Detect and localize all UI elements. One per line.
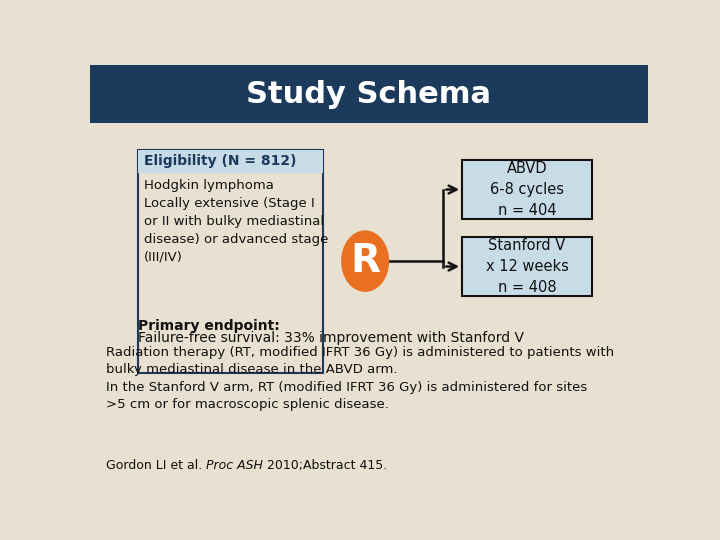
Text: In the Stanford V arm, RT (modified IFRT 36 Gy) is administered for sites
>5 cm : In the Stanford V arm, RT (modified IFRT… (106, 381, 587, 411)
FancyBboxPatch shape (462, 160, 593, 219)
FancyBboxPatch shape (138, 150, 323, 173)
FancyBboxPatch shape (462, 237, 593, 296)
Text: Eligibility (N = 812): Eligibility (N = 812) (144, 154, 297, 168)
Text: Study Schema: Study Schema (246, 79, 492, 109)
Text: Radiation therapy (RT, modified IFRT 36 Gy) is administered to patients with
bul: Radiation therapy (RT, modified IFRT 36 … (106, 346, 613, 376)
Text: Primary endpoint:: Primary endpoint: (138, 319, 280, 333)
Ellipse shape (341, 231, 389, 292)
Text: Stanford V
x 12 weeks
n = 408: Stanford V x 12 weeks n = 408 (486, 238, 569, 295)
Text: 2010;Abstract 415.: 2010;Abstract 415. (263, 459, 387, 472)
FancyBboxPatch shape (138, 150, 323, 373)
Text: R: R (350, 242, 380, 280)
Text: Gordon LI et al.: Gordon LI et al. (106, 459, 206, 472)
FancyBboxPatch shape (90, 65, 648, 123)
Text: Hodgkin lymphoma
Locally extensive (Stage I
or II with bulky mediastinal
disease: Hodgkin lymphoma Locally extensive (Stag… (144, 179, 328, 264)
Text: Proc ASH: Proc ASH (206, 459, 263, 472)
Text: Failure-free survival: 33% improvement with Stanford V: Failure-free survival: 33% improvement w… (138, 331, 524, 345)
Text: ABVD
6-8 cycles
n = 404: ABVD 6-8 cycles n = 404 (490, 161, 564, 218)
